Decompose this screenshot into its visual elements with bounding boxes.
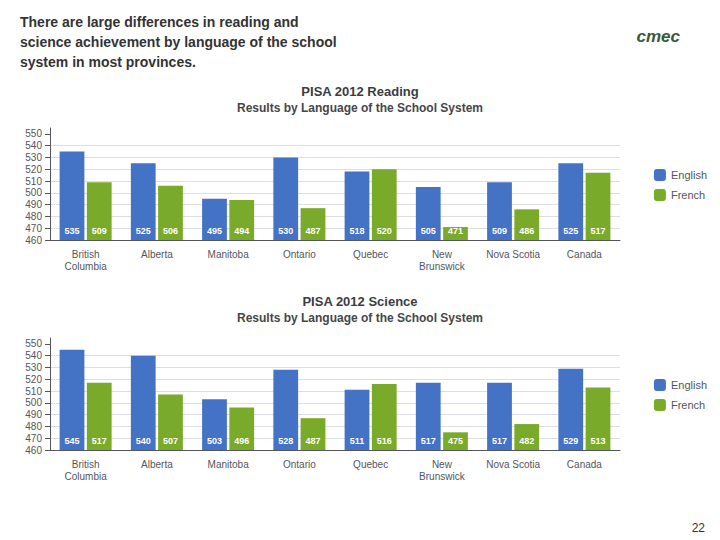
svg-text:516: 516 <box>377 436 392 446</box>
svg-text:471: 471 <box>448 226 463 236</box>
svg-text:Quebec: Quebec <box>353 459 388 470</box>
svg-text:510: 510 <box>25 176 42 187</box>
svg-text:550: 550 <box>25 128 42 139</box>
svg-text:Canada: Canada <box>567 249 602 260</box>
svg-text:English: English <box>671 379 707 391</box>
svg-text:Canada: Canada <box>567 459 602 470</box>
svg-text:480: 480 <box>25 211 42 222</box>
svg-text:460: 460 <box>25 445 42 456</box>
svg-text:475: 475 <box>448 436 463 446</box>
svg-text:520: 520 <box>25 374 42 385</box>
svg-text:Ontario: Ontario <box>283 459 316 470</box>
svg-text:Alberta: Alberta <box>141 459 173 470</box>
svg-text:509: 509 <box>92 226 107 236</box>
svg-text:490: 490 <box>25 409 42 420</box>
svg-text:470: 470 <box>25 433 42 444</box>
svg-text:22: 22 <box>692 521 706 535</box>
svg-text:Brunswick: Brunswick <box>419 261 466 272</box>
svg-text:528: 528 <box>278 436 293 446</box>
svg-text:509: 509 <box>492 226 507 236</box>
svg-text:517: 517 <box>492 436 507 446</box>
svg-text:510: 510 <box>25 386 42 397</box>
svg-text:525: 525 <box>136 226 151 236</box>
svg-text:British: British <box>72 459 100 470</box>
svg-text:460: 460 <box>25 235 42 246</box>
svg-text:511: 511 <box>350 436 365 446</box>
svg-text:Manitoba: Manitoba <box>208 459 250 470</box>
svg-text:PISA 2012 Reading: PISA 2012 Reading <box>301 84 418 99</box>
svg-text:540: 540 <box>25 140 42 151</box>
svg-text:480: 480 <box>25 421 42 432</box>
svg-text:Columbia: Columbia <box>65 261 108 272</box>
svg-text:Columbia: Columbia <box>65 471 108 482</box>
svg-text:486: 486 <box>519 226 534 236</box>
svg-text:517: 517 <box>92 436 107 446</box>
svg-text:Nova Scotia: Nova Scotia <box>486 249 540 260</box>
svg-text:525: 525 <box>563 226 578 236</box>
svg-text:Quebec: Quebec <box>353 249 388 260</box>
svg-text:500: 500 <box>25 397 42 408</box>
svg-text:495: 495 <box>207 226 222 236</box>
svg-text:518: 518 <box>349 226 364 236</box>
svg-text:545: 545 <box>64 436 79 446</box>
svg-text:science achievement by languag: science achievement by language of the s… <box>20 34 337 50</box>
svg-text:487: 487 <box>305 226 320 236</box>
svg-text:535: 535 <box>64 226 79 236</box>
svg-text:French: French <box>671 189 705 201</box>
svg-text:540: 540 <box>136 436 151 446</box>
svg-text:490: 490 <box>25 199 42 210</box>
svg-text:New: New <box>432 249 453 260</box>
svg-text:517: 517 <box>590 226 605 236</box>
svg-text:506: 506 <box>163 226 178 236</box>
svg-text:New: New <box>432 459 453 470</box>
svg-text:Manitoba: Manitoba <box>208 249 250 260</box>
svg-text:Results by Language of the Sch: Results by Language of the School System <box>237 101 483 115</box>
svg-text:482: 482 <box>519 436 534 446</box>
svg-text:PISA 2012 Science: PISA 2012 Science <box>302 294 417 309</box>
svg-text:517: 517 <box>421 436 436 446</box>
svg-text:Ontario: Ontario <box>283 249 316 260</box>
svg-text:Alberta: Alberta <box>141 249 173 260</box>
svg-text:470: 470 <box>25 223 42 234</box>
svg-text:540: 540 <box>25 350 42 361</box>
svg-text:520: 520 <box>25 164 42 175</box>
svg-text:530: 530 <box>278 226 293 236</box>
svg-text:English: English <box>671 169 707 181</box>
svg-text:cmec: cmec <box>637 27 681 46</box>
svg-text:system in most provinces.: system in most provinces. <box>20 54 196 70</box>
svg-text:530: 530 <box>25 362 42 373</box>
svg-text:505: 505 <box>421 226 436 236</box>
svg-text:513: 513 <box>590 436 605 446</box>
svg-text:Nova Scotia: Nova Scotia <box>486 459 540 470</box>
svg-text:There are large differences in: There are large differences in reading a… <box>20 14 299 30</box>
svg-text:507: 507 <box>163 436 178 446</box>
svg-text:520: 520 <box>377 226 392 236</box>
svg-text:487: 487 <box>305 436 320 446</box>
svg-text:500: 500 <box>25 187 42 198</box>
svg-text:530: 530 <box>25 152 42 163</box>
svg-text:British: British <box>72 249 100 260</box>
svg-text:French: French <box>671 399 705 411</box>
svg-text:496: 496 <box>234 436 249 446</box>
svg-text:503: 503 <box>207 436 222 446</box>
svg-text:529: 529 <box>563 436 578 446</box>
svg-text:Brunswick: Brunswick <box>419 471 466 482</box>
svg-text:550: 550 <box>25 338 42 349</box>
svg-text:494: 494 <box>234 226 249 236</box>
svg-text:Results by Language of the Sch: Results by Language of the School System <box>237 311 483 325</box>
